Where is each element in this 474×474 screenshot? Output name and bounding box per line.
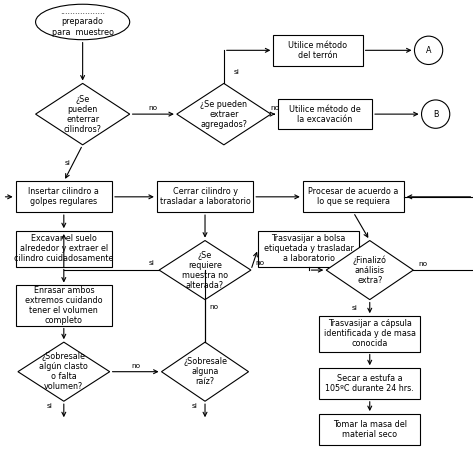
FancyBboxPatch shape [258,231,359,266]
FancyBboxPatch shape [273,35,363,66]
Text: Utilice método
del terrón: Utilice método del terrón [288,41,347,60]
Text: si: si [352,305,358,311]
Text: Utilice método de
la excavación: Utilice método de la excavación [289,105,361,124]
Ellipse shape [36,4,130,40]
Text: no: no [210,304,219,310]
Text: no: no [418,262,427,267]
FancyBboxPatch shape [319,368,420,399]
Text: ¿Sobresale
alguna
raíz?: ¿Sobresale alguna raíz? [183,357,227,386]
Text: Procesar de acuerdo a
lo que se requiera: Procesar de acuerdo a lo que se requiera [308,187,399,206]
Text: Excavar el suelo
alrededor y extraer el
cilindro cuidadosamente: Excavar el suelo alrededor y extraer el … [14,234,113,264]
Text: si: si [46,403,52,409]
Text: si: si [192,403,198,409]
Text: si: si [65,160,71,166]
Text: Enrasar ambos
extremos cuidando
tener el volumen
completo: Enrasar ambos extremos cuidando tener el… [25,286,103,325]
Text: ¿Sobresale
algún clasto
o falta
volumen?: ¿Sobresale algún clasto o falta volumen? [39,352,88,391]
Text: B: B [433,109,438,118]
Text: ¿Se pueden
extraer
agregados?: ¿Se pueden extraer agregados? [201,100,247,128]
Text: no: no [270,105,279,111]
Text: Secar a estufa a
105ºC durante 24 hrs.: Secar a estufa a 105ºC durante 24 hrs. [325,374,414,393]
FancyBboxPatch shape [319,414,420,445]
Polygon shape [177,83,271,145]
Text: no: no [149,105,158,111]
Text: ¿Se
requiere
muestra no
alterada?: ¿Se requiere muestra no alterada? [182,250,228,290]
Text: ¿Finalizó
análisis
extra?: ¿Finalizó análisis extra? [353,255,387,285]
Polygon shape [36,83,130,145]
Text: si: si [233,69,239,74]
FancyBboxPatch shape [16,231,112,266]
Polygon shape [159,240,251,300]
FancyBboxPatch shape [319,316,420,352]
Circle shape [421,100,450,128]
Text: Trasvasijar a cápsula
identificada y de masa
conocida: Trasvasijar a cápsula identificada y de … [324,319,416,348]
Text: Trasvasijar a bolsa
etiquetada y trasladar
a laboratorio: Trasvasijar a bolsa etiquetada y traslad… [264,234,354,264]
Text: si: si [148,260,155,266]
FancyBboxPatch shape [303,182,404,212]
Text: Tomar la masa del
material seco: Tomar la masa del material seco [333,420,407,439]
FancyBboxPatch shape [278,99,372,129]
FancyBboxPatch shape [16,182,112,212]
FancyBboxPatch shape [157,182,253,212]
Polygon shape [162,342,248,401]
Text: no: no [255,260,265,266]
Text: A: A [426,46,431,55]
Text: ¿Se
pueden
enterrar
cilindros?: ¿Se pueden enterrar cilindros? [64,94,101,134]
Text: Insertar cilindro a
golpes regulares: Insertar cilindro a golpes regulares [28,187,99,206]
FancyBboxPatch shape [16,285,112,326]
Text: Cerrar cilindro y
trasladar a laboratorio: Cerrar cilindro y trasladar a laboratori… [160,187,250,206]
Text: ..................
preparado
para  muestreo: .................. preparado para muestr… [52,8,114,36]
Text: no: no [131,363,140,369]
Polygon shape [326,240,413,300]
Polygon shape [18,342,109,401]
Circle shape [414,36,443,64]
